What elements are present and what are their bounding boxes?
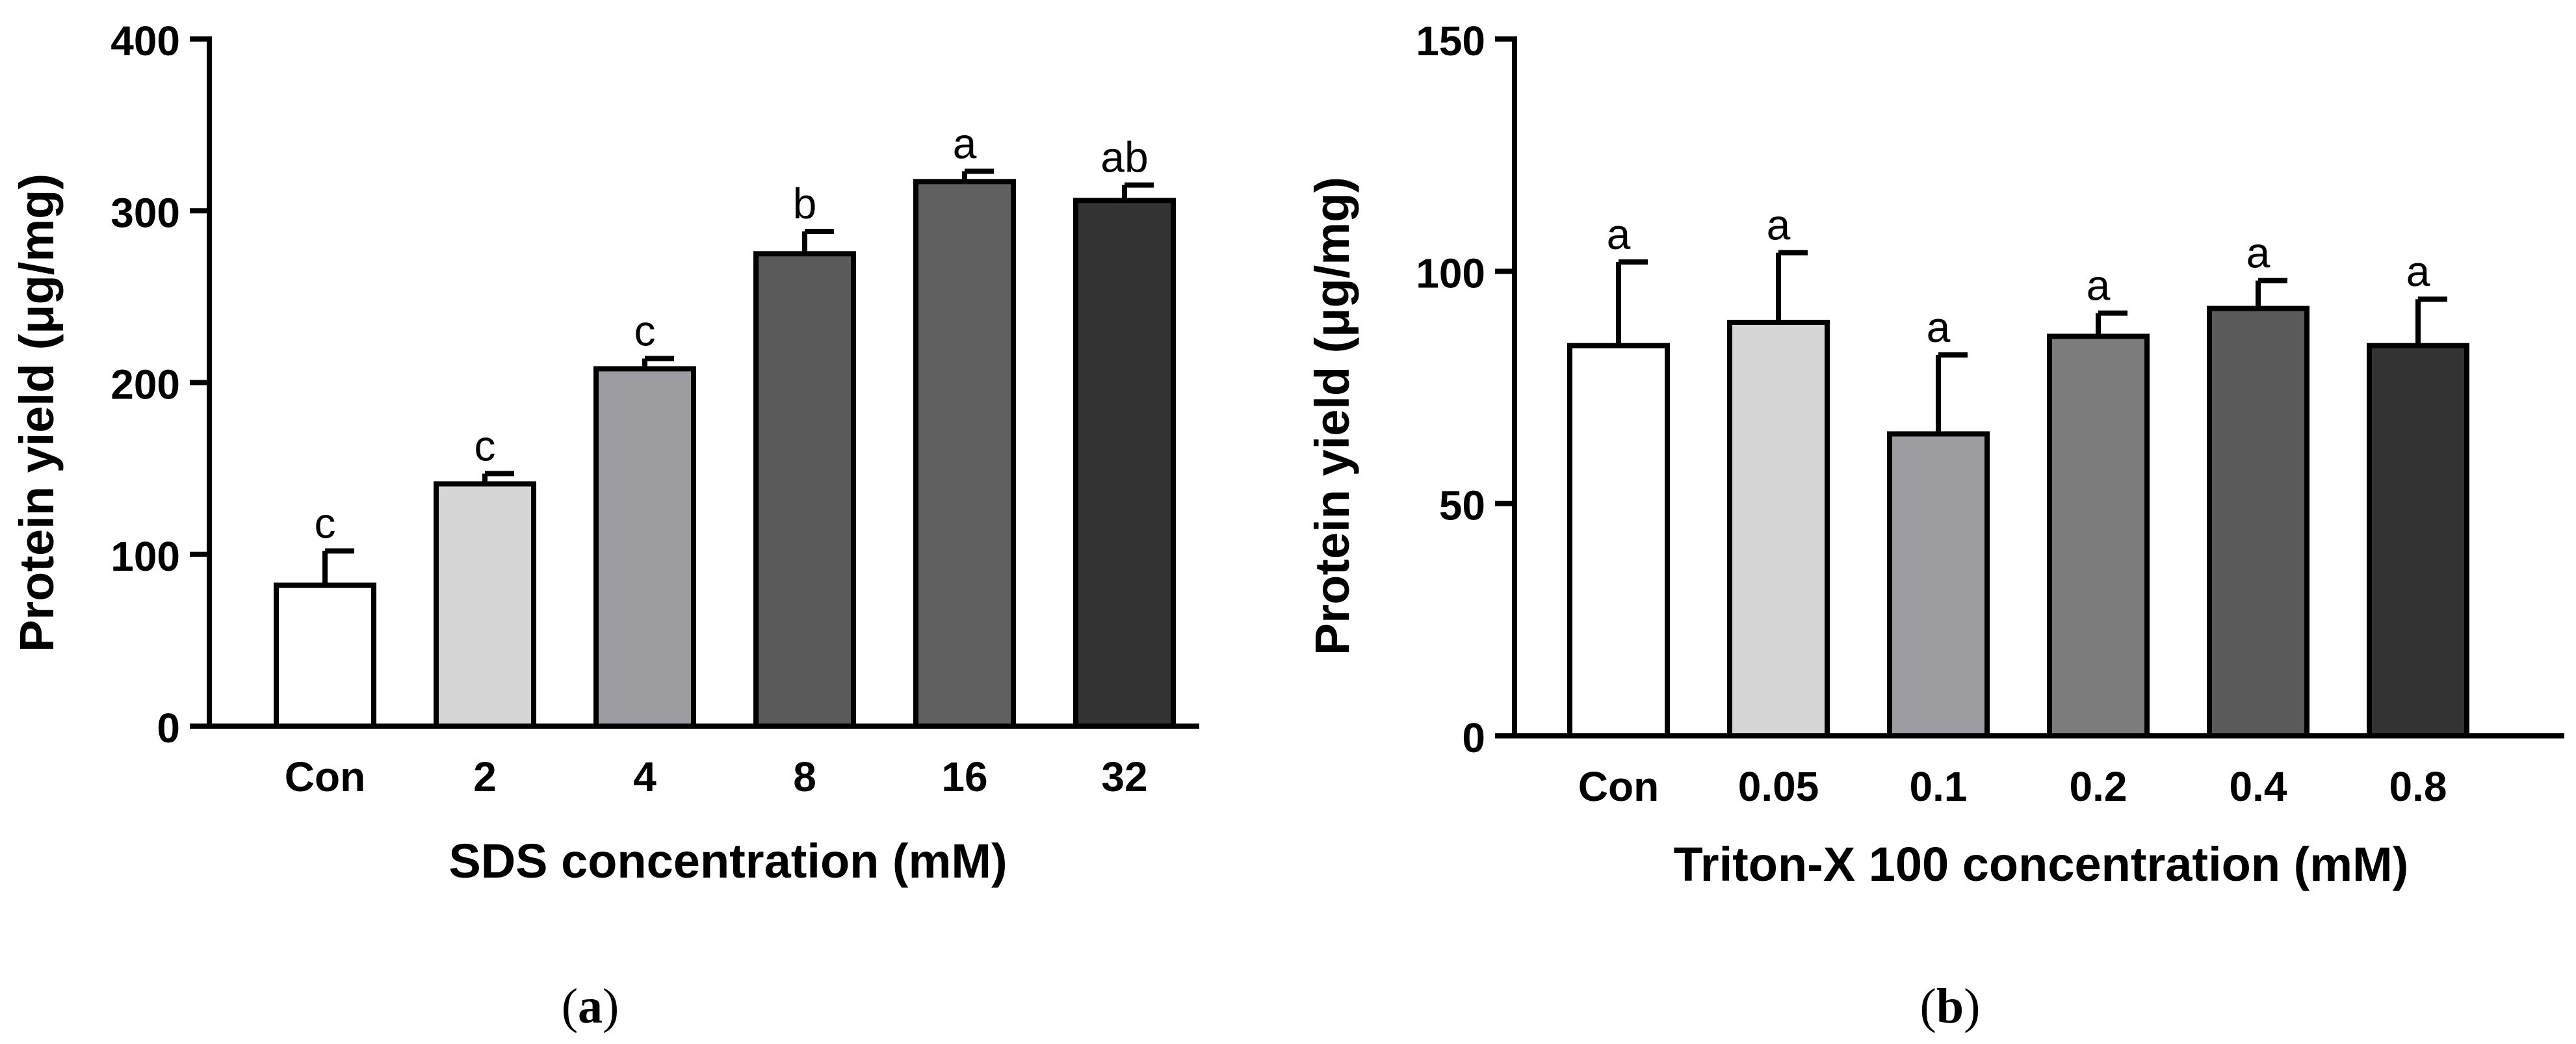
y-tick-label-a-0: 0 (157, 705, 180, 751)
x-axis-title-b: Triton-X 100 concentration (mM) (1674, 837, 2409, 891)
x-tick-label-a-5: 32 (1101, 753, 1147, 800)
bar-b-0 (1567, 343, 1670, 738)
significance-label-a-0: c (315, 499, 336, 547)
x-tick-label-a-2: 4 (633, 753, 657, 800)
bar-a-5 (1073, 198, 1176, 729)
x-tick-label-b-2: 0.1 (1910, 763, 1968, 810)
x-tick-label-b-0: Con (1578, 763, 1659, 810)
panel-caption-b: (b) (1920, 979, 1981, 1034)
y-axis-title-b: Protein yield (μg/mg) (1305, 177, 1359, 655)
bar-b-4 (2207, 306, 2309, 738)
panel-caption-a: (a) (562, 979, 619, 1034)
y-tick-label-a-300: 300 (111, 189, 180, 236)
y-tick-label-b-0: 0 (1462, 714, 1485, 761)
x-tick-label-b-4: 0.4 (2230, 763, 2287, 810)
significance-label-b-0: a (1607, 210, 1631, 258)
y-tick-label-b-50: 50 (1439, 482, 1485, 529)
y-tick-label-a-400: 400 (111, 18, 180, 64)
chart-panel-a: Protein yield (μg/mg) 0 100 200 300 400 c Con… (10, 18, 1199, 1034)
y-axis-title-a: Protein yield (μg/mg) (10, 174, 64, 652)
y-tick-label-a-200: 200 (111, 361, 180, 408)
significance-label-b-1: a (1767, 201, 1791, 249)
bar-b-1 (1727, 319, 1830, 738)
significance-label-a-1: c (475, 422, 496, 470)
x-tick-label-a-1: 2 (473, 753, 497, 800)
significance-label-b-2: a (1927, 303, 1951, 351)
bar-a-3 (753, 251, 856, 729)
significance-label-a-3: b (793, 179, 817, 228)
y-tick-label-a-100: 100 (111, 533, 180, 580)
bar-a-0 (274, 582, 376, 729)
x-tick-label-a-0: Con (285, 753, 365, 800)
bar-a-2 (593, 366, 696, 729)
significance-label-b-4: a (2246, 229, 2270, 277)
x-tick-label-b-3: 0.2 (2070, 763, 2127, 810)
chart-panel-b: Protein yield (μg/mg) 0 50 100 150 a Con a 0.0… (1305, 18, 2564, 1034)
bar-a-4 (913, 179, 1016, 729)
bar-b-2 (1887, 431, 1990, 738)
x-axis-title-a: SDS concentration (mM) (449, 834, 1007, 888)
x-tick-label-a-3: 8 (793, 753, 816, 800)
y-tick-label-b-150: 150 (1416, 18, 1485, 64)
significance-label-b-5: a (2406, 247, 2430, 295)
significance-label-a-4: a (953, 119, 977, 167)
bar-b-5 (2367, 343, 2469, 738)
significance-label-a-5: ab (1100, 133, 1148, 181)
significance-label-b-3: a (2087, 261, 2111, 309)
x-tick-label-b-5: 0.8 (2389, 763, 2447, 810)
y-tick-label-b-100: 100 (1416, 250, 1485, 296)
x-tick-label-a-4: 16 (941, 753, 987, 800)
bar-a-1 (434, 481, 536, 729)
significance-label-a-2: c (634, 307, 656, 355)
bar-b-3 (2047, 333, 2150, 738)
x-tick-label-b-1: 0.05 (1738, 763, 1819, 810)
